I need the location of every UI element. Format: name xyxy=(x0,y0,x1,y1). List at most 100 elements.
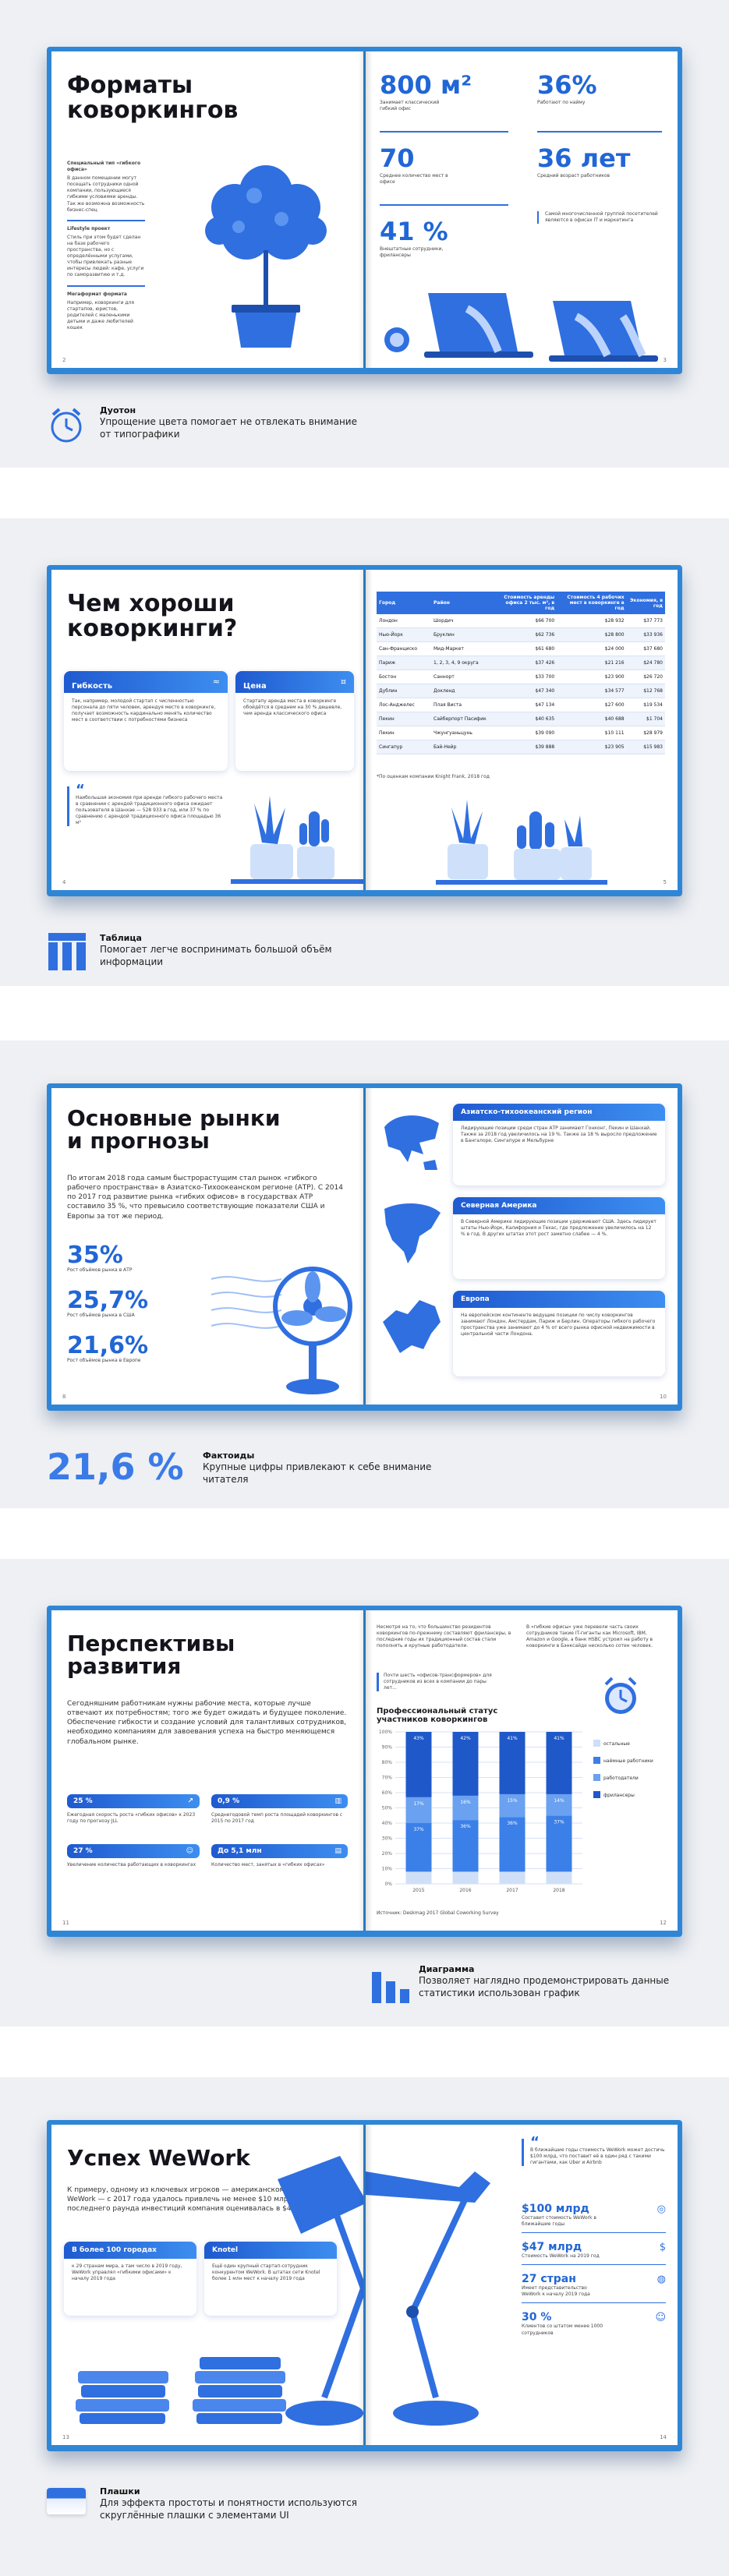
caption-text: Для эффекта простоты и понятности исполь… xyxy=(100,2497,357,2521)
format-text: Стиль при этом будет сделан на базе рабо… xyxy=(67,234,144,278)
book-spine xyxy=(359,570,373,890)
stat-block: 36 лет Средний возраст работников xyxy=(537,143,662,179)
card-text: к 29 странам мира, а там число в 2019 го… xyxy=(72,2263,182,2282)
building-icon: ▤ xyxy=(334,1847,341,1855)
stat-label: Занимает классический гибкий офис xyxy=(380,100,440,112)
chart-title: Профессиональный статус участников ковор… xyxy=(377,1707,498,1724)
chip-text: Увеличение количества работающих в ковор… xyxy=(67,1862,196,1868)
stat-label: Средний возраст работников xyxy=(537,173,610,178)
quote-block: “ В ближайшие годы стоимость WeWork може… xyxy=(522,2136,666,2167)
waves-icon: ≈ xyxy=(212,677,220,687)
table-row: Сан-Франциско Мид-Маркет $61 680 $24 000 $37… xyxy=(377,641,665,656)
format-text: В данном помещении могут посещать сотруд… xyxy=(67,175,145,213)
legend-label: наёмные работники xyxy=(603,1758,653,1764)
quote-icon: “ xyxy=(76,782,85,798)
book-spread: Перспективы развития Сегодняшним работни… xyxy=(47,1606,682,1937)
factoid-label: Рост объёмов рынка в США xyxy=(67,1313,135,1318)
caption-text: Помогает легче воспринимать большой объё… xyxy=(100,944,332,968)
table-cell: $27 600 xyxy=(557,698,627,712)
table-cell: $19 534 xyxy=(626,698,665,712)
stat-label: Клиентов со штатом менее 1000 сотруднико… xyxy=(522,2323,603,2336)
caption-text: Упрощение цвета помогает не отвлекать вн… xyxy=(100,416,357,440)
region-card: Северная Америка В Северной Америке лиди… xyxy=(453,1197,665,1279)
book-spread: Успех WeWork К примеру, одному из ключев… xyxy=(47,2120,682,2451)
data-label: 36% xyxy=(507,1821,518,1826)
card-text: Ещё один крупный стартап-сотрудник конку… xyxy=(212,2263,320,2282)
data-label: 37% xyxy=(413,1827,424,1832)
table-cell: $28 800 xyxy=(557,627,627,642)
table-cell: $1 704 xyxy=(626,712,665,726)
body-text: В «гибкие офисы» уже перевели часть свои… xyxy=(526,1624,653,1649)
divider xyxy=(380,131,508,133)
table-cell: $21 216 xyxy=(557,655,627,670)
data-label: 41% xyxy=(507,1736,518,1741)
y-tick-label: 90% xyxy=(382,1745,393,1751)
arrow-up-icon: ↗ xyxy=(187,1797,193,1805)
table-cell: $10 111 xyxy=(557,726,627,740)
quote-block: “ Наибольшая экономия при аренде гибкого… xyxy=(67,782,223,827)
chip-text: Ежегодная скорость роста «гибких офисов»… xyxy=(67,1812,196,1825)
coin-stack-icon: ◎ xyxy=(656,2203,666,2215)
bar-segment xyxy=(405,1797,432,1823)
table-cell: $37 426 xyxy=(494,655,557,670)
x-tick-label: 2018 xyxy=(553,1888,564,1893)
quote-text: В ближайшие годы стоимость WeWork может … xyxy=(530,2147,665,2165)
page-number: 5 xyxy=(663,879,667,885)
format-heading: Специальный тип «гибкого офиса» xyxy=(67,161,141,173)
x-tick-label: 2015 xyxy=(412,1888,424,1893)
table-row: Нью-Йорк Бруклин $62 736 $28 800 $33 936 xyxy=(377,627,665,642)
chip-value: До 5,1 млн xyxy=(218,1847,262,1855)
intro-text: По итогам 2018 года самым быстрорастущим… xyxy=(67,1175,343,1221)
table-cell: $23 900 xyxy=(557,670,627,684)
north-america-map-icon xyxy=(384,1203,441,1263)
table-cell: $47 134 xyxy=(494,698,557,712)
table-cell: $47 340 xyxy=(494,684,557,698)
y-tick-label: 40% xyxy=(382,1821,393,1826)
stat-label: Имеет представительство WeWork к началу … xyxy=(522,2285,590,2298)
table-cell: Чжунгуаньцунь xyxy=(431,726,494,740)
factoid: 35% Рост объёмов рынка в АТР xyxy=(67,1244,132,1274)
legend-label: работодатели xyxy=(603,1776,639,1781)
table-cell: Париж xyxy=(377,655,431,670)
bar-segment xyxy=(452,1732,479,1796)
table-cell: Бостон xyxy=(377,670,431,684)
caption-text: Позволяет наглядно продемонстрировать да… xyxy=(419,1975,670,1999)
bar-segment xyxy=(452,1820,479,1872)
stat-list: $100 млрд ◎ Составит стоимость WeWork в … xyxy=(522,2203,666,2345)
stat-value: 41 % xyxy=(380,217,448,246)
table-cell: Бруклин xyxy=(431,627,494,642)
table-cell: $62 736 xyxy=(494,627,557,642)
left-page: Форматы коворкингов Специальный тип «гиб… xyxy=(51,51,363,368)
right-page: Несмотря на то, что большинство резидент… xyxy=(366,1610,678,1931)
stat-label: Самой многочисленной группой посетителей… xyxy=(545,211,658,224)
body-text: Несмотря на то, что большинство резидент… xyxy=(377,1624,511,1649)
stat-block: 41 % Внештатные сотрудники, фрилансеры xyxy=(380,217,520,259)
table-cell: $24 780 xyxy=(626,655,665,670)
divider xyxy=(537,131,662,133)
table-cell: $37 773 xyxy=(626,614,665,628)
lamp-arm-illustration xyxy=(366,2171,490,2426)
table-cell: Дублин xyxy=(377,684,431,698)
stat-chip: 25 % ↗ Ежегодная скорость роста «гибких о… xyxy=(67,1794,200,1825)
card-text: Так, например, молодой стартап с численн… xyxy=(72,698,216,723)
page-number: 12 xyxy=(660,1920,667,1926)
chart-icon: ▥ xyxy=(334,1797,341,1805)
legend-swatch xyxy=(593,1757,600,1764)
x-tick-label: 2017 xyxy=(506,1888,518,1893)
table-cell: Бэй-Нейр xyxy=(431,740,494,754)
card-title: Северная Америка xyxy=(453,1197,665,1214)
card-title: Knotel xyxy=(204,2242,337,2259)
table-row: Лондон Шордич $66 700 $28 932 $37 773 xyxy=(377,614,665,628)
table-header: Стоимость аренды офиса 2 тыс. м², в год xyxy=(504,595,555,611)
chip-text: Среднегодовой темп роста площадей коворк… xyxy=(211,1812,343,1825)
section-table: Чем хороши коворкинги? Гибкость ≈ Так, н… xyxy=(0,518,729,986)
table-cell: $39 888 xyxy=(494,740,557,754)
region-card: Европа На европейском континенте ведущие… xyxy=(453,1291,665,1376)
table-body: Лондон Шордич $66 700 $28 932 $37 773 Нью-Йор… xyxy=(377,614,665,754)
stat-chip: 0,9 % ▥ Среднегодовой темп роста площадей… xyxy=(211,1794,348,1825)
table-row: Дублин Докленд $47 340 $34 577 $12 768 xyxy=(377,684,665,698)
y-tick-label: 20% xyxy=(382,1851,393,1857)
stat-block: 70 Среднее количество мест в офисе xyxy=(380,143,520,186)
factoid-value: 21,6% xyxy=(67,1332,149,1359)
table-cell: $40 688 xyxy=(557,712,627,726)
